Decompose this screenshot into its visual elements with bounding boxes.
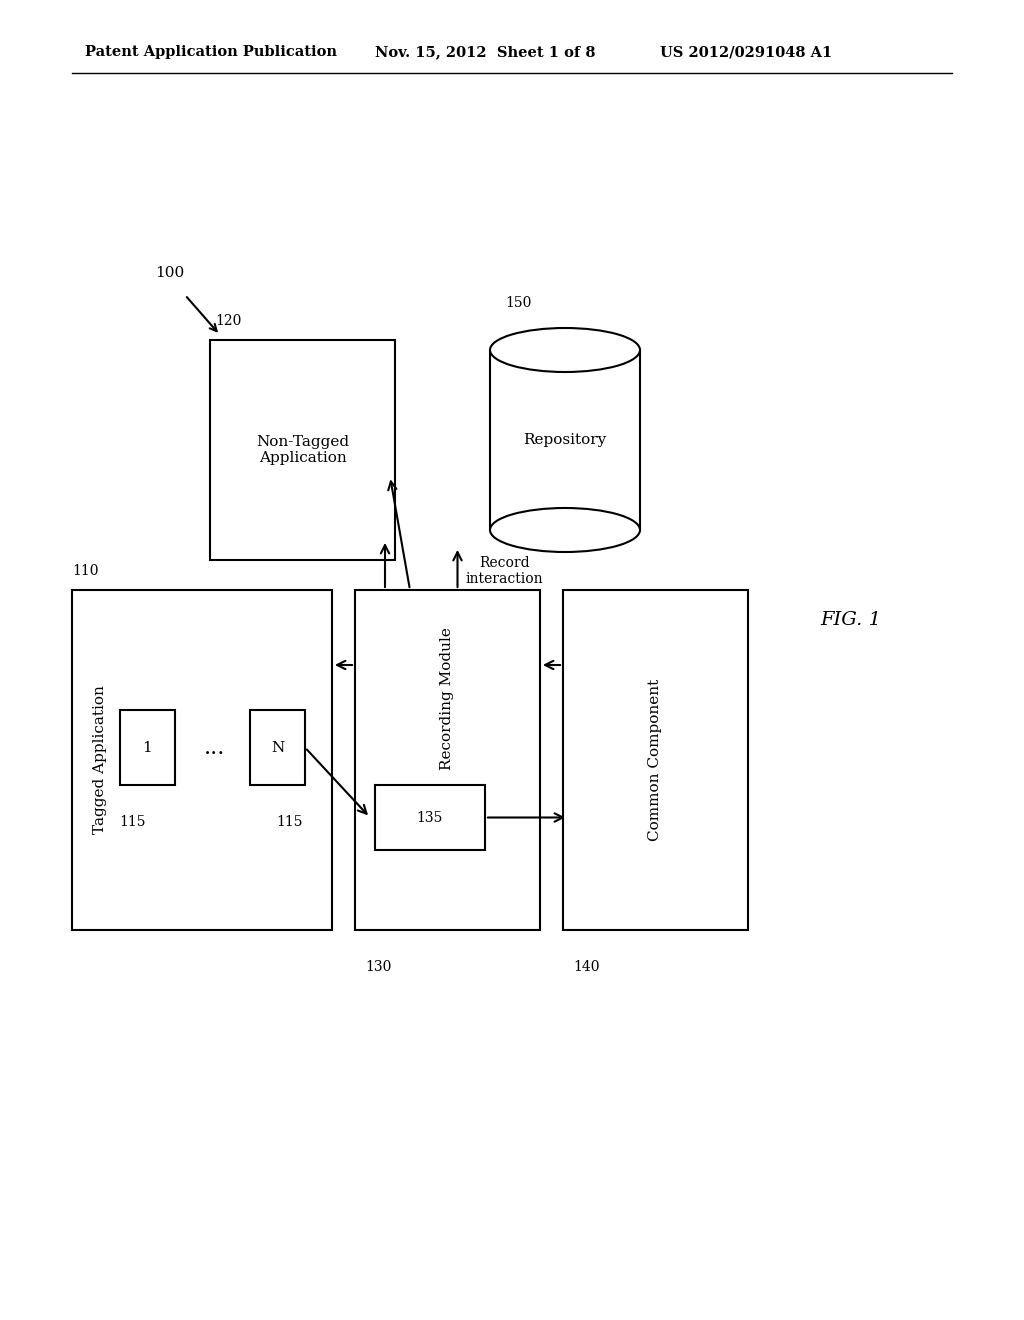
Bar xyxy=(250,710,305,785)
Text: 150: 150 xyxy=(505,296,531,310)
Bar xyxy=(120,710,175,785)
Bar xyxy=(490,350,640,531)
Text: Recording Module: Recording Module xyxy=(440,627,455,771)
Text: Tagged Application: Tagged Application xyxy=(93,685,106,834)
Ellipse shape xyxy=(490,327,640,372)
Text: Repository: Repository xyxy=(523,433,606,447)
Text: 120: 120 xyxy=(215,314,242,327)
Bar xyxy=(563,590,748,931)
Text: US 2012/0291048 A1: US 2012/0291048 A1 xyxy=(660,45,833,59)
Text: Nov. 15, 2012  Sheet 1 of 8: Nov. 15, 2012 Sheet 1 of 8 xyxy=(375,45,596,59)
Text: 130: 130 xyxy=(365,960,391,974)
Text: FIG. 1: FIG. 1 xyxy=(820,611,881,630)
Text: 100: 100 xyxy=(155,267,184,280)
Text: Record
interaction: Record interaction xyxy=(466,556,543,586)
Text: 115: 115 xyxy=(276,814,303,829)
Bar xyxy=(72,590,332,931)
Text: 140: 140 xyxy=(573,960,599,974)
Text: Patent Application Publication: Patent Application Publication xyxy=(85,45,337,59)
Ellipse shape xyxy=(490,508,640,552)
Bar xyxy=(355,590,540,931)
Text: Non-Tagged
Application: Non-Tagged Application xyxy=(256,434,349,465)
Bar xyxy=(210,341,395,560)
Text: ...: ... xyxy=(205,737,225,759)
Text: 110: 110 xyxy=(72,564,98,578)
Text: N: N xyxy=(271,741,284,755)
Text: 1: 1 xyxy=(142,741,153,755)
Text: 115: 115 xyxy=(119,814,145,829)
Text: Common Component: Common Component xyxy=(648,678,663,841)
Text: 135: 135 xyxy=(417,810,443,825)
Bar xyxy=(375,785,485,850)
